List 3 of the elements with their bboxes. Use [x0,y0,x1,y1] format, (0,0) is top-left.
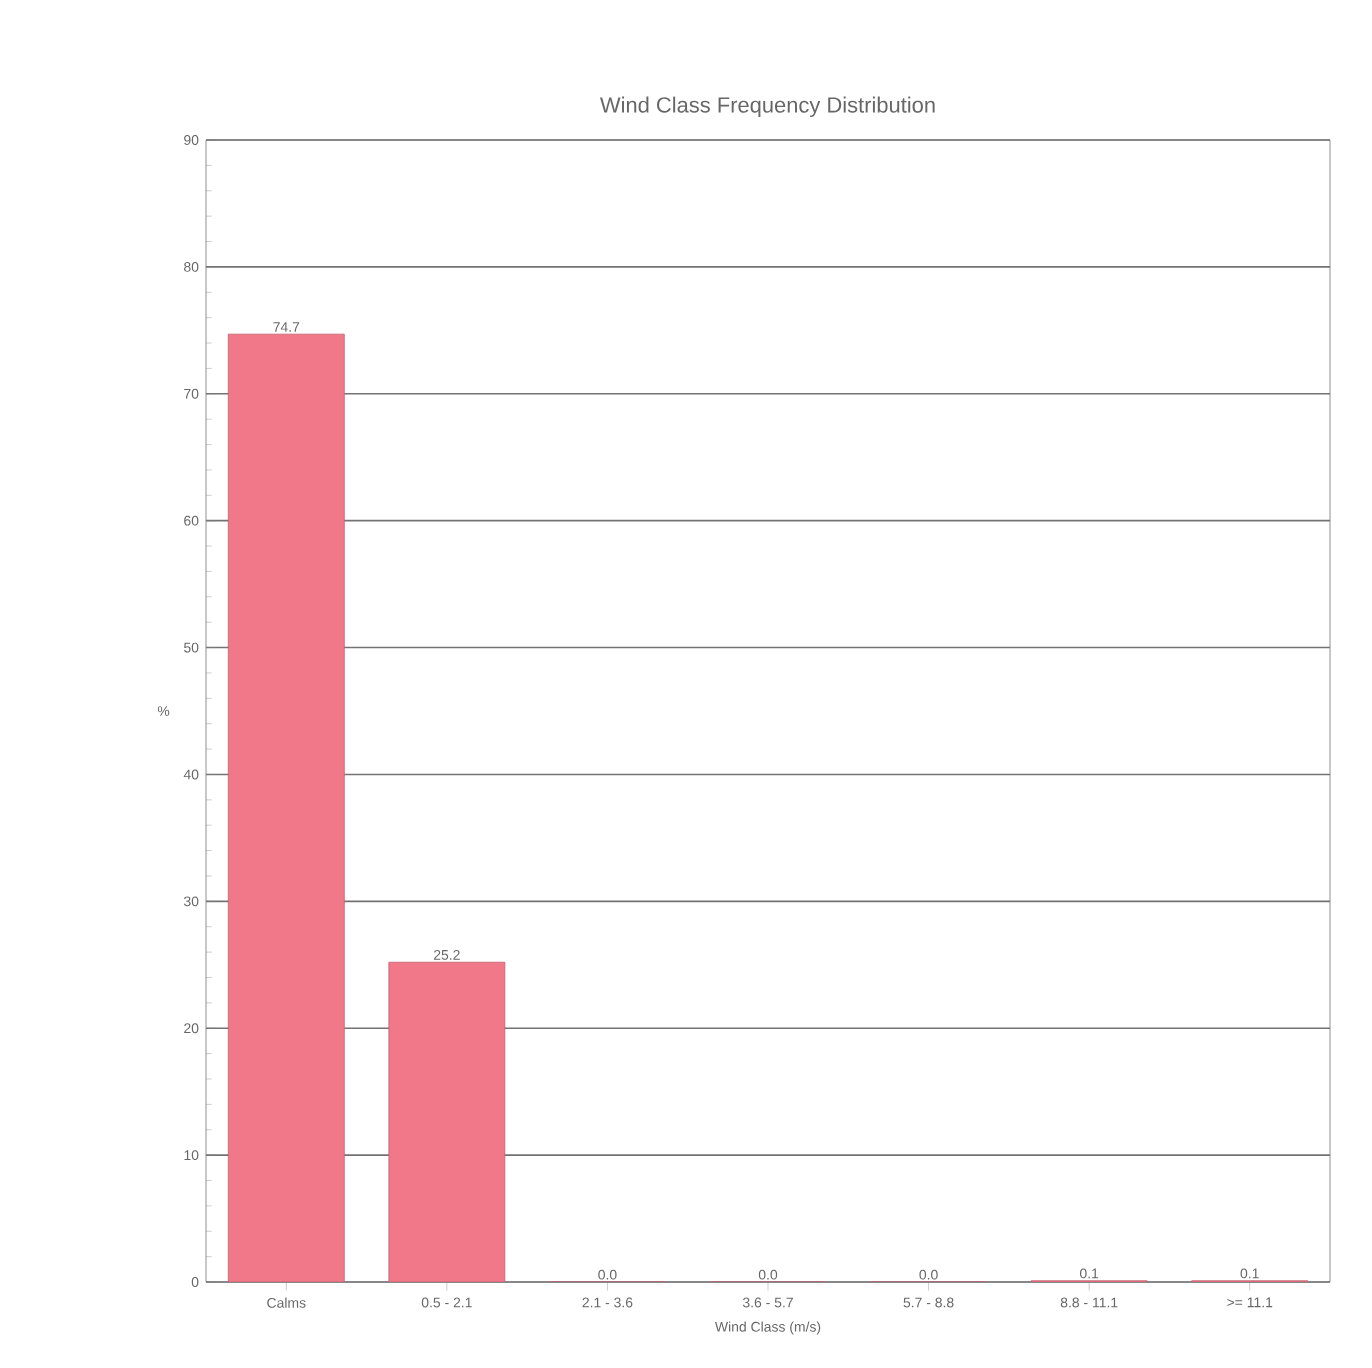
bar [388,961,506,1282]
chart-title: Wind Class Frequency Distribution [600,96,935,118]
bar [227,333,345,1282]
